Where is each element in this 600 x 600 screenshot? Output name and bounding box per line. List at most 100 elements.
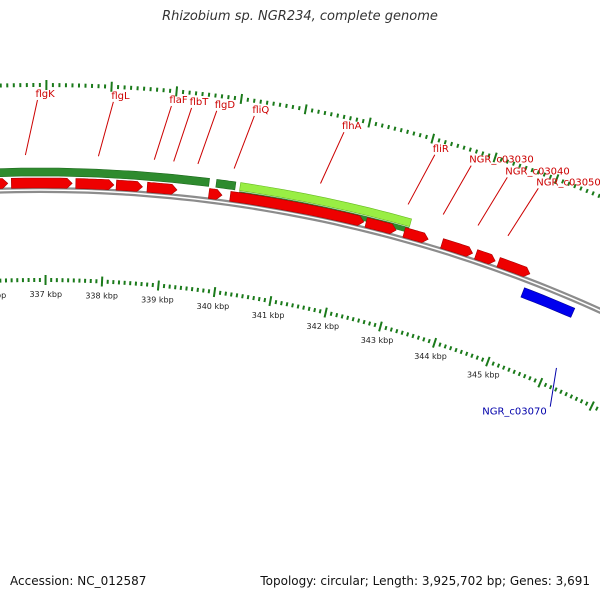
kbp-tick-inner (423, 337, 424, 341)
kbp-tick-inner (581, 399, 583, 403)
kbp-tick-inner (412, 334, 413, 338)
label-leader (443, 166, 471, 215)
kbp-tick-outer (350, 116, 351, 120)
kbp-tick-inner (379, 322, 382, 332)
kbp-tick-inner (471, 354, 472, 358)
kbp-tick-outer (470, 148, 471, 152)
label-leader (98, 102, 113, 156)
kbp-tick-outer (382, 124, 383, 128)
kbp-label: 338 kbp (85, 291, 118, 300)
label-leader (154, 106, 171, 160)
kbp-tick-outer (457, 144, 458, 148)
kbp-tick-outer (337, 114, 338, 118)
kbp-tick-outer (426, 135, 427, 139)
kbp-tick-inner (524, 374, 526, 378)
gene-label-flir: fliR (433, 144, 449, 155)
kbp-tick-inner (433, 338, 436, 348)
gene-label-fliq: fliQ (252, 105, 269, 116)
kbp-label: 341 kbp (252, 311, 285, 320)
kbp-tick-outer (312, 109, 313, 113)
kbp-tick-inner (486, 357, 490, 366)
kbp-tick-inner (555, 388, 557, 392)
kbp-tick-outer (331, 112, 332, 116)
gene-label-flbt: flbT (190, 97, 210, 108)
label-leader (198, 111, 217, 164)
kbp-tick-inner (391, 328, 392, 332)
kbp-tick-inner (513, 370, 514, 374)
kbp-tick-inner (325, 308, 327, 318)
kbp-tick-inner (259, 297, 260, 301)
kbp-tick-inner (482, 358, 483, 362)
label-leader (174, 108, 192, 161)
gene-label-flgd: flgD (215, 100, 236, 111)
kbp-tick-outer (592, 192, 594, 196)
kbp-label: 337 kbp (29, 290, 62, 299)
kbp-tick-outer (363, 119, 364, 123)
kbp-tick-outer (368, 118, 370, 128)
kbp-tick-inner (203, 289, 204, 293)
kbp-label: 342 kbp (307, 322, 340, 331)
kbp-tick-inner (287, 302, 288, 306)
kbp-label: 339 kbp (141, 295, 174, 304)
cds-forward (208, 189, 222, 200)
kbp-tick-outer (420, 133, 421, 137)
kbp-label: 344 kbp (414, 352, 447, 361)
kbp-label: 345 kbp (467, 371, 500, 380)
kbp-tick-outer (254, 99, 255, 103)
kbp-tick-outer (394, 127, 395, 131)
kbp-tick-outer (438, 138, 439, 142)
kbp-tick-inner (450, 346, 451, 350)
kbp-tick-inner (538, 378, 542, 387)
kbp-tick-outer (344, 115, 345, 119)
kbp-tick-inner (429, 339, 430, 343)
kbp-tick-inner (586, 402, 588, 406)
gene-label-flgk: flgK (35, 89, 55, 100)
gene-label-flgl: flgL (111, 91, 130, 102)
gene-label-flaf: flaF (169, 95, 187, 106)
label-leader (508, 188, 538, 236)
kbp-tick-inner (439, 343, 440, 347)
kbp-tick-outer (293, 105, 294, 109)
kbp-tick-outer (325, 111, 326, 115)
kbp-tick-inner (445, 345, 446, 349)
kbp-tick-inner (519, 372, 521, 376)
kbp-tick-inner (407, 332, 408, 336)
kbp-tick-inner (292, 303, 293, 307)
kbp-tick-inner (508, 368, 509, 372)
gene-label-ngr_c03030: NGR_c03030 (469, 155, 534, 166)
gene-label-ngr_c03070: NGR_c03070 (482, 407, 546, 418)
kbp-tick-inner (503, 366, 504, 370)
kbp-tick-inner (570, 395, 572, 399)
kbp-tick-inner (253, 296, 254, 300)
kbp-tick-outer (586, 189, 587, 193)
kbp-tick-inner (550, 385, 552, 389)
kbp-tick-inner (455, 348, 456, 352)
kbp-tick-inner (418, 336, 419, 340)
kbp-tick-inner (281, 301, 282, 305)
kbp-tick-inner (596, 407, 598, 411)
kbp-tick-inner (590, 402, 594, 411)
kbp-tick-inner (336, 313, 337, 317)
kbp-tick-inner (545, 383, 547, 387)
kbp-label: 336 kbp (0, 291, 6, 300)
label-leader (321, 132, 344, 183)
genome-summary: Topology: circular; Length: 3,925,702 bp… (260, 574, 590, 588)
gene-label-ngr_c03040: NGR_c03040 (505, 166, 570, 177)
gene-label-flha: flhA (342, 121, 362, 132)
kbp-tick-inner (298, 305, 299, 309)
kbp-tick-outer (248, 98, 249, 102)
kbp-tick-outer (228, 95, 229, 99)
kbp-tick-inner (374, 323, 375, 327)
kbp-tick-inner (331, 312, 332, 316)
kbp-tick-outer (241, 94, 242, 104)
kbp-tick-inner (529, 376, 531, 380)
genome-map[interactable]: 336 kbp337 kbp338 kbp339 kbp340 kbp341 k… (0, 0, 600, 600)
accession-label: Accession: NC_012587 (10, 574, 146, 588)
label-leader (25, 100, 37, 155)
kbp-tick-inner (225, 292, 226, 296)
kbp-tick-inner (385, 326, 386, 330)
kbp-tick-inner (347, 316, 348, 320)
kbp-tick-outer (286, 104, 287, 108)
kbp-tick-inner (242, 294, 243, 298)
kbp-tick-inner (576, 397, 578, 401)
